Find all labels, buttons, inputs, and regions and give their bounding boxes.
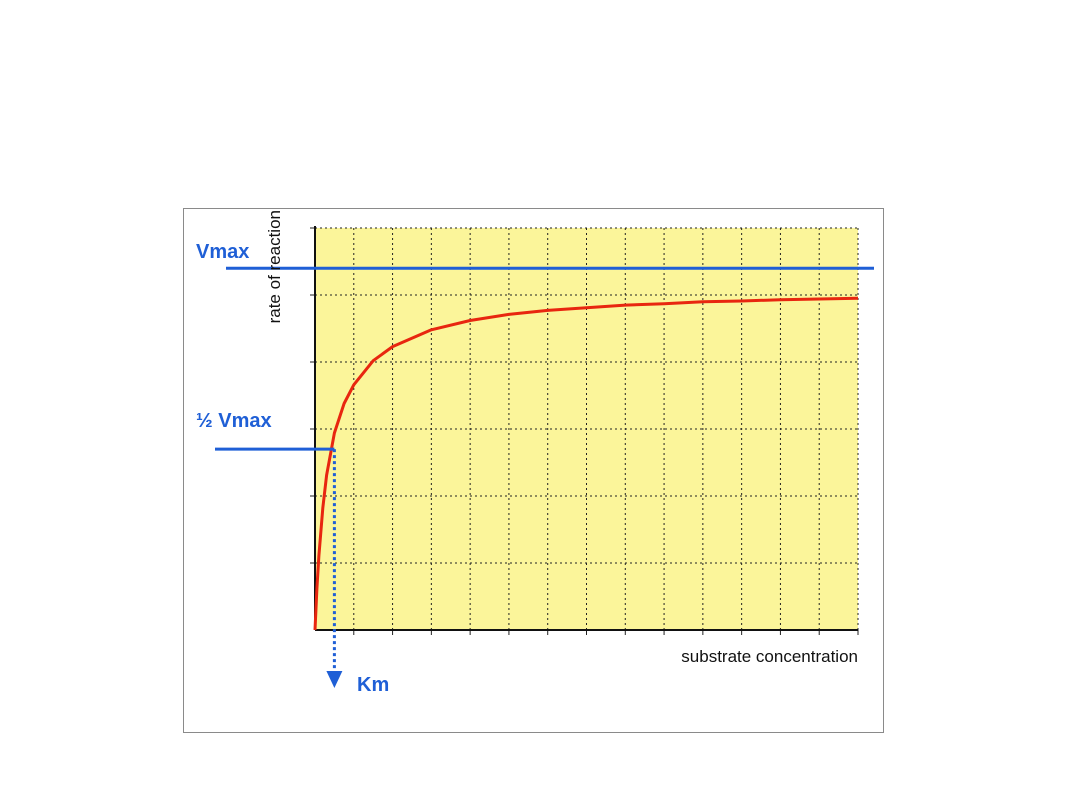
km-label: Km [357, 674, 389, 696]
vmax-label: Vmax [196, 241, 249, 263]
horizontal-gridlines [315, 227, 858, 564]
x-axis-label: substrate concentration [681, 647, 858, 666]
half-vmax-label: ½ Vmax [196, 410, 272, 432]
y-axis-label: rate of reaction [265, 210, 284, 323]
series-line [313, 296, 859, 631]
km-arrow-icon [326, 671, 343, 688]
